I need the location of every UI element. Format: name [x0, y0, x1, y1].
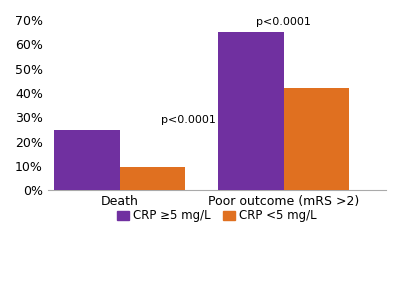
Bar [284, 88, 349, 190]
Bar [119, 167, 185, 190]
Bar [54, 129, 119, 190]
Bar [218, 32, 284, 190]
Legend: CRP ≥5 mg/L, CRP <5 mg/L: CRP ≥5 mg/L, CRP <5 mg/L [112, 205, 322, 227]
Text: p<0.0001: p<0.0001 [256, 17, 311, 27]
Text: p<0.0001: p<0.0001 [160, 115, 215, 125]
